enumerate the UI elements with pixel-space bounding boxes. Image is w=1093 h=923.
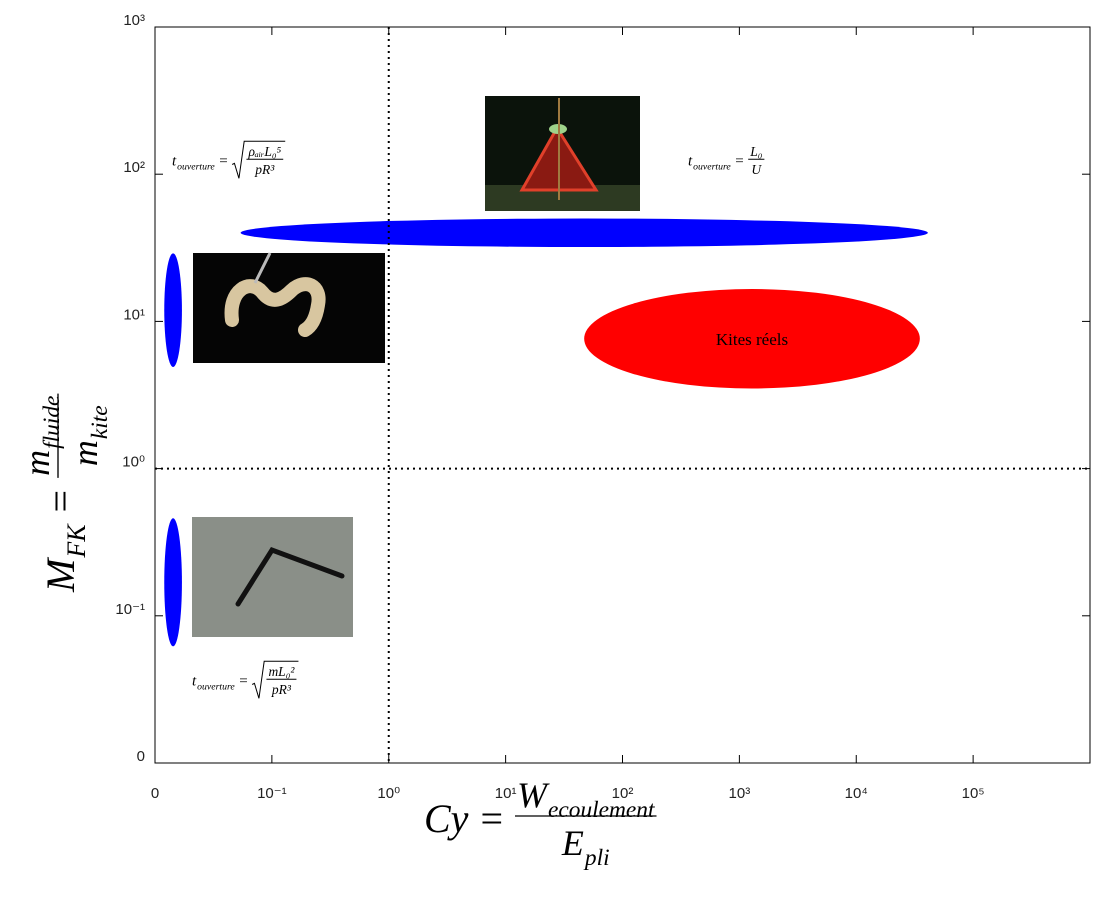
formula-text: kite (87, 405, 113, 439)
x-tick-label: 0 (151, 785, 159, 802)
x-tick-label: 10⁰ (377, 785, 400, 802)
formula-text: ouverture (197, 681, 235, 692)
numerator: mL₀² (268, 664, 295, 679)
region-label: Kites réels (716, 330, 788, 349)
formula-text: fluide (39, 396, 65, 449)
formula-text: = (239, 673, 247, 689)
annotation: t ouverture = ρₐᵢᵣL₀⁵ pR³ (172, 140, 286, 179)
denominator: pR³ (254, 162, 275, 177)
formula-text: m (65, 440, 105, 466)
formula-text: pR³ (254, 162, 275, 177)
x-tick-label: 10² (612, 785, 634, 802)
y-tick-label: 10³ (123, 12, 145, 29)
y-tick-label: 10⁻¹ (115, 601, 145, 618)
formula-text: m (17, 450, 57, 476)
formula-text: FK (62, 523, 91, 559)
formula-text: mL₀² (268, 664, 295, 679)
formula-text: = (38, 490, 83, 513)
x-tick-label: 10⁵ (962, 785, 985, 802)
formula-text: t (192, 673, 197, 689)
sqrt-sign (251, 660, 299, 699)
formula-text: pli (583, 845, 610, 871)
photo-strip (192, 517, 353, 637)
formula-text: ouverture (693, 161, 731, 172)
x-tick-label: 10¹ (495, 785, 517, 802)
y-tick-label: 10⁰ (122, 454, 145, 471)
formula-text: E (561, 823, 584, 863)
formula-text: W (517, 775, 550, 815)
photo-fold (193, 252, 385, 363)
x-tick-label: 10⁴ (845, 785, 868, 802)
formula-text: = (480, 796, 503, 841)
numerator: ρₐᵢᵣL₀⁵ (247, 144, 281, 159)
formula-text: M (38, 556, 83, 593)
formula-text: ecoulement (548, 797, 655, 823)
denominator: pR³ (271, 682, 292, 697)
formula-text: t (688, 153, 693, 169)
annotation: t ouverture = mL₀² pR³ (192, 660, 299, 699)
sqrt-sign (231, 140, 286, 179)
x-tick-label: 10⁻¹ (257, 785, 287, 802)
formula-text: = (735, 153, 743, 169)
region (164, 253, 182, 368)
region (584, 289, 920, 389)
formula-text: t (172, 153, 177, 169)
y-tick-label: 10¹ (123, 306, 145, 323)
formula-text: = (219, 153, 227, 169)
formula-text: pR³ (271, 682, 292, 697)
formula-text: ouverture (177, 161, 215, 172)
region (240, 218, 928, 248)
formula-text: L₀ (749, 144, 763, 159)
annotation: t ouverture = L₀ U (688, 144, 765, 177)
formula-text: U (751, 162, 762, 177)
y-tick-label: 0 (137, 748, 145, 765)
photo-kite (485, 96, 640, 211)
y-tick-label: 10² (123, 159, 145, 176)
x-tick-label: 10³ (729, 785, 751, 802)
region (164, 518, 182, 647)
formula-text: ρₐᵢᵣL₀⁵ (247, 144, 281, 159)
formula-text: Cy (424, 796, 469, 841)
denominator: U (751, 162, 762, 177)
numerator: L₀ (749, 144, 763, 159)
